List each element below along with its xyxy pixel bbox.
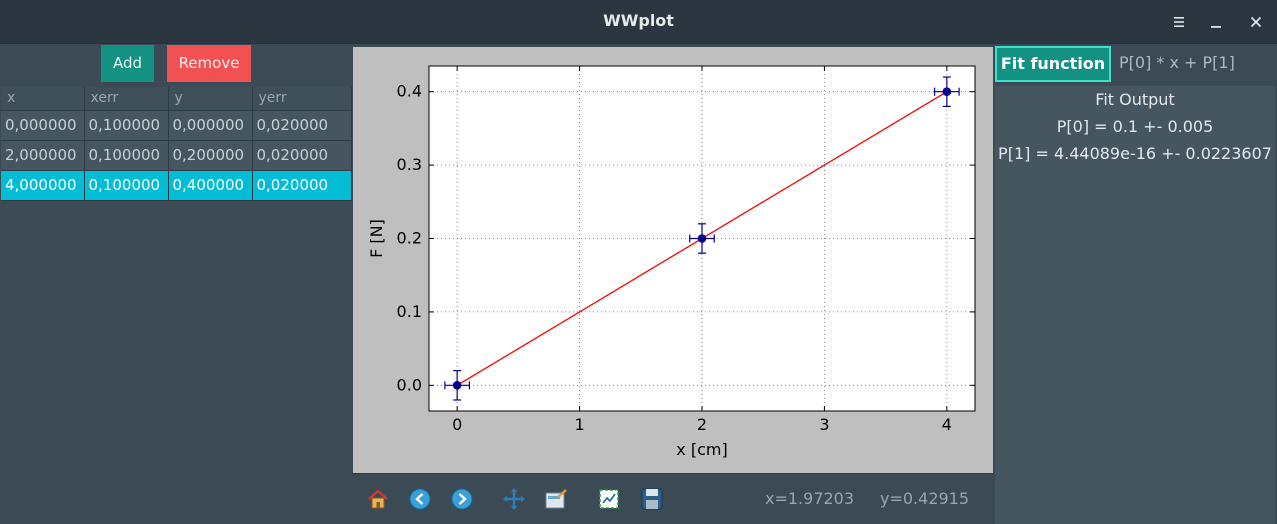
- column-header-y[interactable]: y: [168, 87, 253, 111]
- plot-panel: 0 1 2 3 4 0.0 0.1 0.2 0.3 0.4 x [cm] F [N] x=1.9720…: [352, 44, 993, 524]
- x-tick-label: 1: [574, 415, 584, 434]
- minimize-icon[interactable]: [1204, 10, 1228, 34]
- x-tick-label: 0: [452, 415, 462, 434]
- plot-toolbar: x=1.97203 y=0.42915: [352, 473, 993, 524]
- table-cell[interactable]: 0,020000: [252, 170, 352, 201]
- table-cell[interactable]: 0,000000: [1, 110, 85, 141]
- pan-icon[interactable]: [502, 487, 526, 511]
- y-tick-label: 0.4: [397, 82, 422, 101]
- home-icon[interactable]: [366, 487, 390, 511]
- zoom-icon[interactable]: [544, 487, 568, 511]
- column-header-yerr[interactable]: yerr: [252, 87, 352, 111]
- table-row[interactable]: 2,000000 0,100000 0,200000 0,020000: [1, 140, 352, 171]
- y-axis-label: F [N]: [367, 219, 386, 258]
- data-table: x xerr y yerr 0,000000 0,100000 0,000000…: [1, 87, 352, 201]
- configure-subplots-icon[interactable]: [597, 487, 621, 511]
- table-row[interactable]: 0,000000 0,100000 0,000000 0,020000: [1, 110, 352, 141]
- fit-function-input[interactable]: P[0] * x + P[1]: [1119, 53, 1235, 72]
- table-cell[interactable]: 0,100000: [84, 170, 169, 201]
- window-title: WWplot: [603, 11, 674, 30]
- table-cell[interactable]: 0,400000: [168, 170, 253, 201]
- y-tick-label: 0.1: [397, 302, 422, 321]
- y-tick-label: 0.2: [397, 229, 422, 248]
- fit-output-area: Fit Output P[0] = 0.1 +- 0.005 P[1] = 4.…: [995, 86, 1275, 524]
- table-cell[interactable]: 2,000000: [1, 140, 85, 171]
- data-point: [942, 87, 952, 96]
- back-icon[interactable]: [408, 487, 432, 511]
- table-cell[interactable]: 0,100000: [84, 140, 169, 171]
- title-bar: WWplot: [0, 0, 1277, 44]
- table-cell[interactable]: 0,100000: [84, 110, 169, 141]
- data-panel: Add Remove x xerr y yerr 0,000000 0,1000…: [0, 44, 352, 524]
- fit-panel: Fit function P[0] * x + P[1] Fit Output …: [993, 44, 1277, 524]
- fit-output-line: P[1] = 4.44089e-16 +- 0.0223607: [998, 144, 1272, 163]
- x-axis-label: x [cm]: [676, 440, 727, 459]
- hamburger-icon[interactable]: [1167, 10, 1191, 34]
- table-cell[interactable]: 0,020000: [252, 140, 352, 171]
- x-tick-label: 2: [697, 415, 707, 434]
- column-header-xerr[interactable]: xerr: [84, 87, 169, 111]
- save-icon[interactable]: [640, 487, 664, 511]
- x-coordinate-readout: x=1.97203: [765, 489, 855, 508]
- y-coordinate-readout: y=0.42915: [880, 489, 970, 508]
- fit-output-line: P[0] = 0.1 +- 0.005: [1056, 117, 1214, 136]
- data-point: [697, 234, 707, 243]
- x-tick-label: 3: [819, 415, 829, 434]
- fit-function-button[interactable]: Fit function: [995, 46, 1111, 82]
- plot-canvas[interactable]: 0 1 2 3 4 0.0 0.1 0.2 0.3 0.4 x [cm] F [N]: [353, 47, 993, 473]
- y-tick-label: 0.3: [397, 155, 422, 174]
- table-cell[interactable]: 0,200000: [168, 140, 253, 171]
- plot-frame: [428, 65, 976, 412]
- table-cell[interactable]: 0,020000: [252, 110, 352, 141]
- chart-svg[interactable]: 0 1 2 3 4 0.0 0.1 0.2 0.3 0.4 x [cm] F [N]: [353, 47, 993, 473]
- table-row-selected[interactable]: 4,000000 0,100000 0,400000 0,020000: [1, 170, 352, 201]
- x-tick-label: 4: [942, 415, 952, 434]
- table-cell[interactable]: 0,000000: [168, 110, 253, 141]
- y-tick-label: 0.0: [397, 375, 422, 394]
- add-button[interactable]: Add: [101, 45, 154, 82]
- table-cell[interactable]: 4,000000: [1, 170, 85, 201]
- forward-icon[interactable]: [450, 487, 474, 511]
- data-point: [452, 381, 462, 390]
- remove-button[interactable]: Remove: [167, 45, 251, 82]
- fit-output-title: Fit Output: [1095, 90, 1175, 109]
- column-header-x[interactable]: x: [1, 87, 85, 111]
- close-icon[interactable]: [1244, 10, 1268, 34]
